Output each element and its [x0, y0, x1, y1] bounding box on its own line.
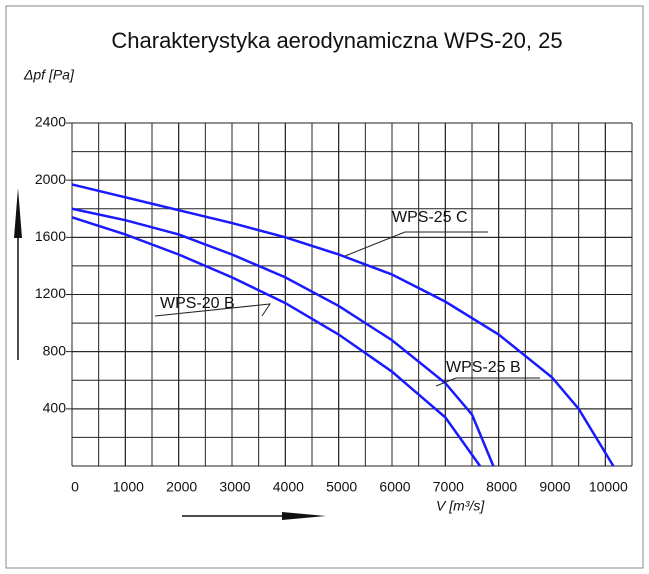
x-tick-label: 5000 — [326, 479, 357, 495]
curve — [71, 216, 482, 467]
x-arrow-head — [282, 512, 326, 520]
y-tick-label: 400 — [43, 400, 67, 416]
frame — [5, 5, 644, 569]
x-tick-label: 1000 — [113, 479, 144, 495]
x-tick-label: 2000 — [166, 479, 197, 495]
x-tick-label: 0 — [71, 479, 79, 495]
x-tick-label: 9000 — [539, 479, 570, 495]
x-tick-label: 7000 — [433, 479, 464, 495]
series-label: WPS-25 C — [392, 209, 468, 226]
series-label: WPS-20 B — [160, 295, 235, 312]
leader-line — [344, 231, 488, 257]
leader-line — [154, 303, 272, 317]
chart-title: Charakterystyka aerodynamiczna WPS-20, 2… — [111, 28, 562, 53]
y-tick-label: 2400 — [35, 114, 66, 130]
x-tick-label: 6000 — [379, 479, 410, 495]
x-tick-label: 10000 — [589, 479, 628, 495]
y-tick-label: 2000 — [35, 171, 66, 187]
series-label: WPS-25 B — [446, 359, 521, 376]
y-tick-label: 1600 — [35, 228, 66, 244]
y-tick-label: 1200 — [35, 285, 66, 301]
y-arrow-head — [14, 188, 22, 238]
x-tick-label: 8000 — [486, 479, 517, 495]
x-tick-label: 3000 — [219, 479, 250, 495]
y-tick-label: 800 — [43, 342, 67, 358]
x-tick-label: 4000 — [273, 479, 304, 495]
y-axis-label: Δpf [Pa] — [23, 67, 75, 83]
curve — [71, 183, 615, 467]
curve — [71, 207, 495, 467]
leader-line — [435, 377, 540, 387]
x-axis-label: V [m³/s] — [436, 498, 485, 514]
